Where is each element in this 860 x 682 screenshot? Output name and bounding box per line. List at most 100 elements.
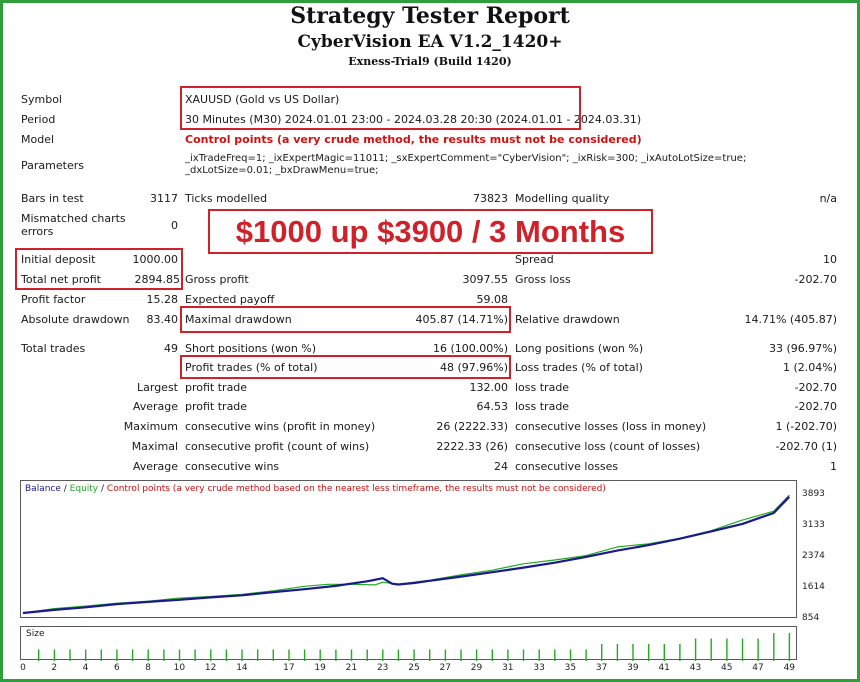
size-bar <box>366 649 368 661</box>
x-tick-label: 8 <box>145 663 151 673</box>
ea-name: CyberVision EA V1.2_1420+ <box>297 32 563 52</box>
maxdd-value: 405.87 (14.71%) <box>415 313 508 326</box>
x-tick-label: 19 <box>314 663 326 673</box>
x-tick-label: 4 <box>82 663 89 673</box>
profit-banner: $1000 up $3900 / 3 Months <box>208 209 653 254</box>
bars-value: 3117 <box>150 192 178 205</box>
symbol-period-highlight <box>180 86 581 130</box>
grossloss-label: Gross loss <box>515 273 571 286</box>
size-bar <box>241 649 243 661</box>
deposit-label: Initial deposit <box>21 253 96 266</box>
parameters-value: _ixTradeFreq=1; _ixExpertMagic=11011; _s… <box>185 153 747 176</box>
largest-loss-value: -202.70 <box>794 381 837 394</box>
max-consec-wins-value: 26 (2222.33) <box>436 420 508 433</box>
max-consec-losses-label: consecutive losses (loss in money) <box>515 420 707 433</box>
y-tick-label: 2374 <box>802 550 825 561</box>
size-bar <box>303 649 306 661</box>
size-label: Size <box>26 629 45 639</box>
size-bar <box>413 649 415 661</box>
size-bar <box>335 649 337 661</box>
pf-label: Profit factor <box>21 293 86 306</box>
equity-line <box>22 494 790 614</box>
model-value: Control points (a very crude method, the… <box>185 133 642 146</box>
x-tick-label: 37 <box>595 663 608 673</box>
avg-consec-losses-label: consecutive losses <box>515 460 619 473</box>
x-tick-label: 49 <box>783 663 796 673</box>
x-tick-label: 17 <box>283 663 295 673</box>
avg-consec-losses-value: 1 <box>830 460 837 473</box>
size-bar <box>429 649 431 661</box>
x-tick-label: 33 <box>533 663 545 673</box>
spread-value: 10 <box>823 253 837 266</box>
period-label: Period <box>21 113 56 126</box>
size-bar <box>194 649 196 661</box>
size-bar <box>694 638 697 661</box>
size-bar <box>491 649 493 661</box>
size-bar <box>507 649 509 661</box>
size-bar <box>319 649 321 661</box>
size-bar <box>147 649 149 661</box>
y-tick-label: 854 <box>802 613 820 623</box>
size-bar <box>475 649 478 661</box>
size-chart: Size <box>20 626 797 661</box>
parameters-label: Parameters <box>21 159 84 172</box>
grossprofit-label: Gross profit <box>185 273 249 286</box>
profittrades-label: Profit trades (% of total) <box>185 361 318 374</box>
losstrades-label: Loss trades (% of total) <box>515 361 643 374</box>
maximal-loss-value: -202.70 (1) <box>775 440 837 453</box>
maximal-label: Maximal <box>131 440 178 453</box>
average-loss-label: loss trade <box>515 400 570 413</box>
largest-loss-label: loss trade <box>515 381 570 394</box>
legend-equity: Equity <box>69 484 99 494</box>
size-bar <box>178 649 181 661</box>
size-bar <box>538 649 540 661</box>
average-profit-label: profit trade <box>185 400 248 413</box>
period-value: 30 Minutes (M30) 2024.01.01 23:00 - 2024… <box>185 113 642 126</box>
size-bar <box>741 638 744 661</box>
grossloss-value: -202.70 <box>794 273 837 286</box>
deposit-value: 1000.00 <box>132 253 179 266</box>
maximal-loss-label: consecutive loss (count of losses) <box>515 440 701 453</box>
average2-label: Average <box>132 460 178 473</box>
reldd-label: Relative drawdown <box>515 313 620 326</box>
size-bar <box>210 649 212 661</box>
avg-consec-wins-label: consecutive wins <box>185 460 280 473</box>
size-bar <box>272 649 274 661</box>
size-bar <box>726 638 728 661</box>
x-tick-label: 47 <box>752 663 764 673</box>
report-title: Strategy Tester Report <box>290 3 570 29</box>
spread-label: Spread <box>515 253 554 266</box>
size-bar <box>85 649 87 661</box>
size-bar <box>131 649 134 661</box>
mismatch-label: Mismatched charts errors <box>21 212 126 238</box>
size-bar <box>773 633 775 661</box>
x-tick-label: 45 <box>721 663 733 673</box>
netprofit-value: 2894.85 <box>134 273 181 286</box>
x-tick-label: 39 <box>627 663 639 673</box>
x-tick-label: 43 <box>689 663 702 673</box>
maximum-label: Maximum <box>123 420 178 433</box>
x-tick-label: 25 <box>408 663 420 673</box>
x-tick-label: 14 <box>236 663 248 673</box>
size-bar <box>257 649 259 661</box>
size-bar <box>69 649 71 661</box>
account-build: Exness-Trial9 (Build 1420) <box>348 55 512 68</box>
size-bar <box>679 644 681 661</box>
x-tick-label: 21 <box>345 663 358 673</box>
model-label: Model <box>21 133 55 146</box>
profittrades-highlight <box>180 355 511 379</box>
size-bar <box>554 649 556 661</box>
symbol-value: XAUUSD (Gold vs US Dollar) <box>185 93 340 106</box>
y-tick-label: 3893 <box>802 489 825 499</box>
payoff-label: Expected payoff <box>185 293 275 306</box>
size-bar <box>397 649 400 661</box>
x-tick-label: 0 <box>20 663 26 673</box>
largest-label: Largest <box>137 381 178 394</box>
chart-legend: Balance / Equity / Control points (a ver… <box>25 484 606 495</box>
size-bar <box>116 649 118 661</box>
x-tick-label: 2 <box>51 663 58 673</box>
size-bar <box>350 649 353 661</box>
netprofit-label: Total net profit <box>21 273 101 286</box>
long-label: Long positions (won %) <box>515 342 644 355</box>
legend-sep-1: / <box>60 484 70 494</box>
